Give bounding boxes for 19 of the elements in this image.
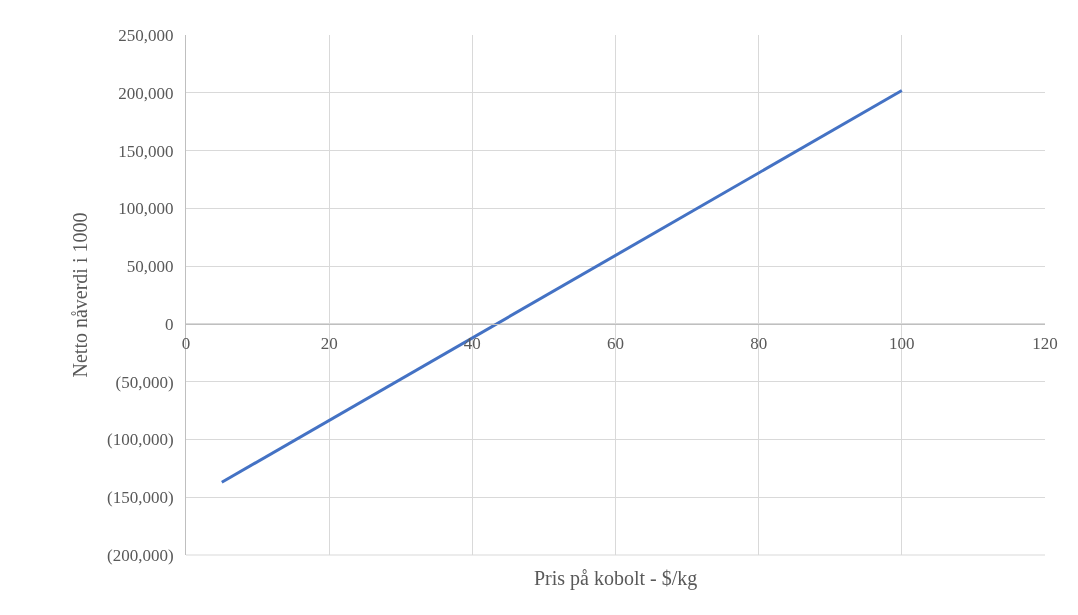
x-tick-label: 60 <box>607 334 624 354</box>
y-tick-label: 250,000 <box>118 25 174 45</box>
y-tick-label: 200,000 <box>118 83 174 103</box>
y-tick-label: (200,000) <box>107 545 174 565</box>
x-tick-label: 40 <box>463 334 481 354</box>
y-tick-label: (150,000) <box>107 488 174 508</box>
y-tick-label: 150,000 <box>118 141 174 161</box>
y-tick-label: 0 <box>165 314 174 334</box>
y-axis-title: Netto nåverdi i 1000 <box>68 212 91 378</box>
x-tick-label: 80 <box>750 334 768 354</box>
x-tick-label: 100 <box>889 334 915 354</box>
x-tick-label: 0 <box>181 334 191 354</box>
y-tick-label: 50,000 <box>126 257 174 277</box>
x-tick-label: 120 <box>1032 334 1058 354</box>
y-tick-label: (100,000) <box>107 430 174 450</box>
x-axis-title: Pris på kobolt - $/kg <box>534 567 698 590</box>
y-tick-label: 100,000 <box>118 199 174 219</box>
y-tick-label: (50,000) <box>115 372 174 392</box>
x-tick-label: 20 <box>320 334 338 354</box>
